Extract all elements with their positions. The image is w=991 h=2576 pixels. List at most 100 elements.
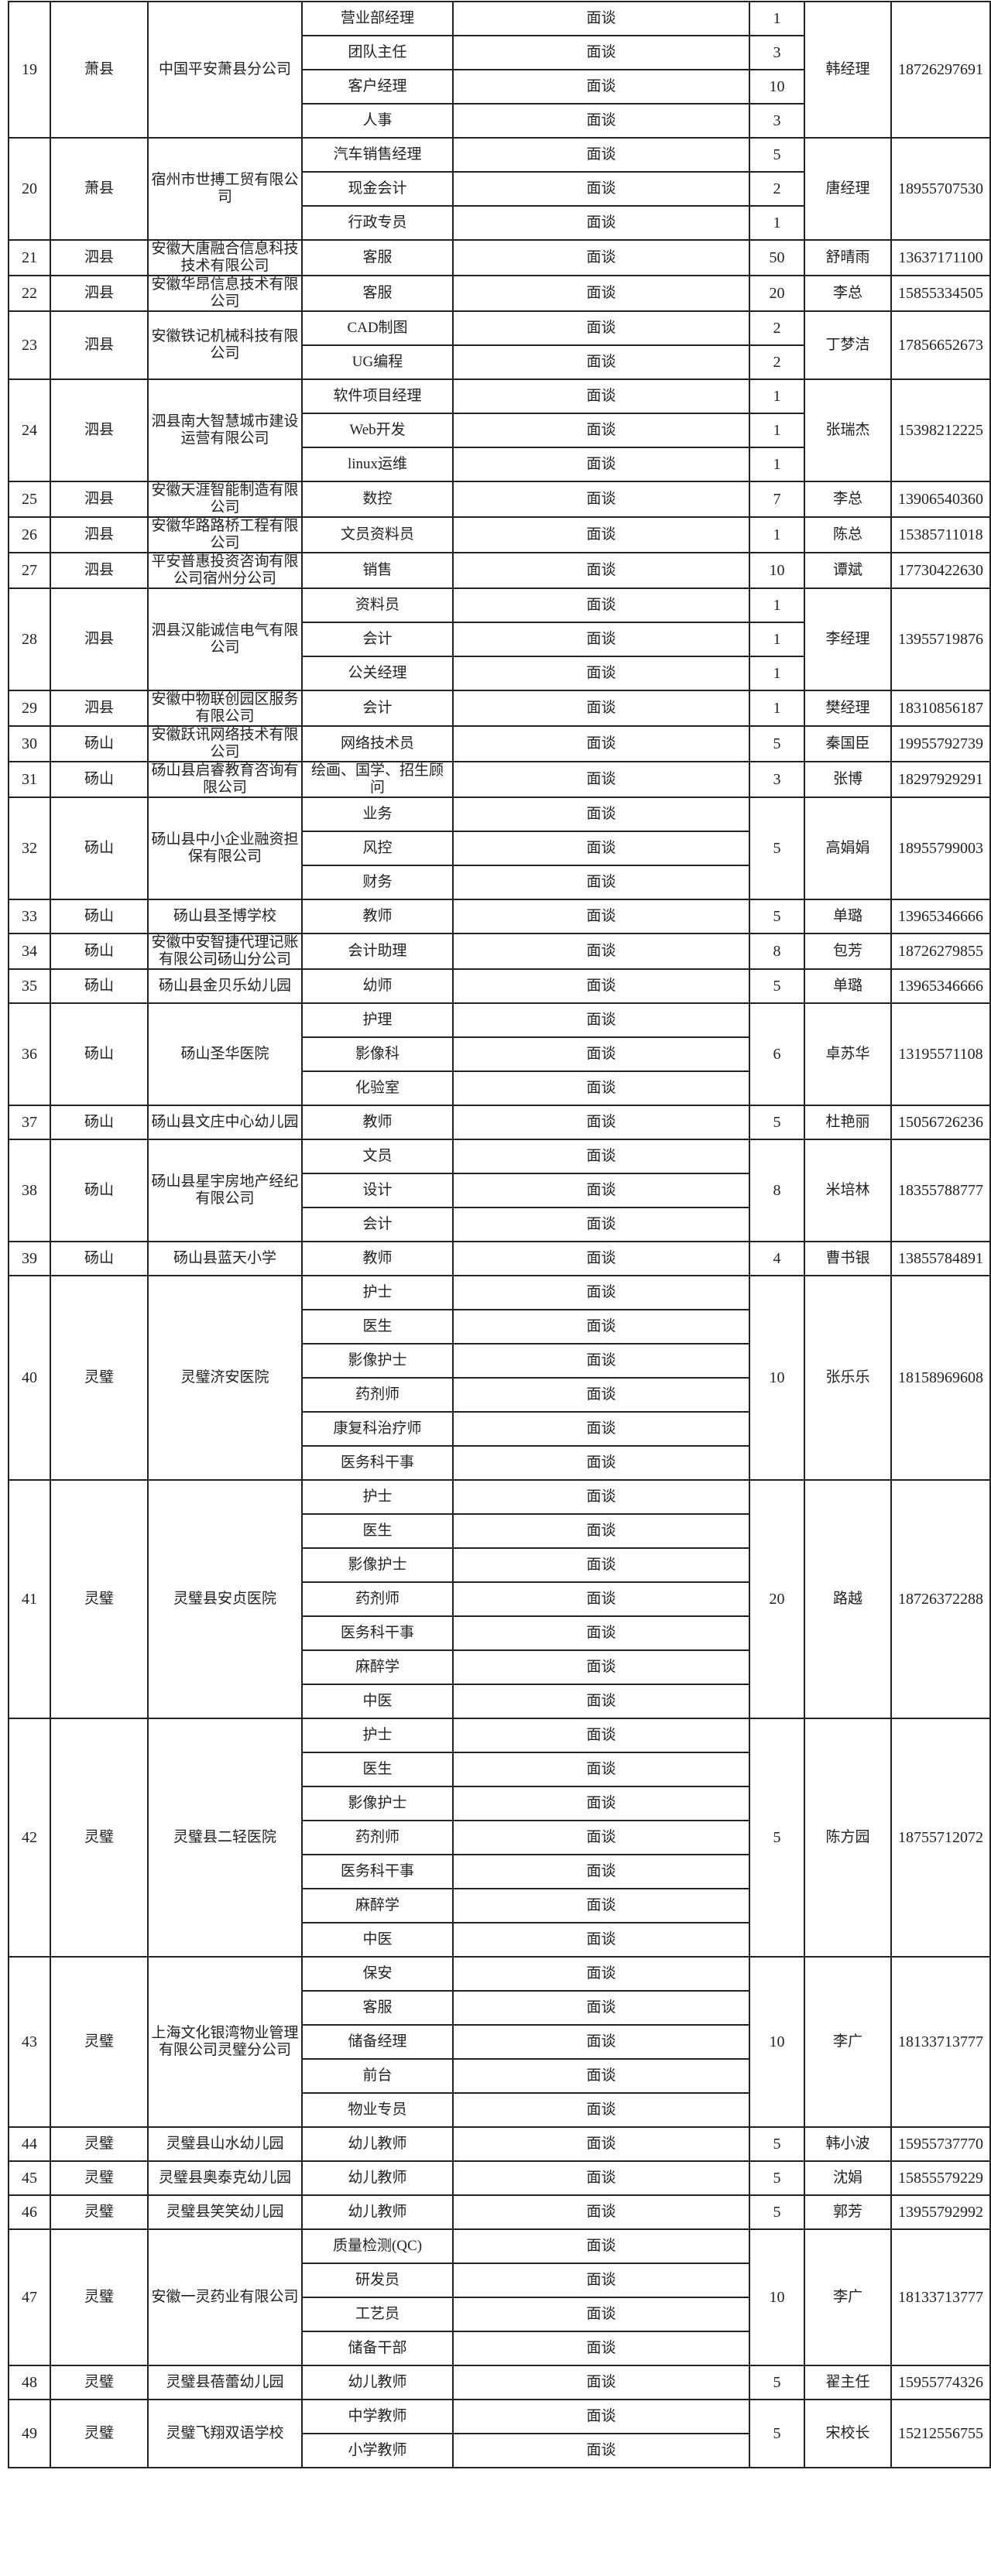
row-number: 38 bbox=[8, 1139, 51, 1242]
phone-cell: 15385711018 bbox=[890, 516, 991, 553]
phone-cell: 18310856187 bbox=[890, 690, 991, 727]
count-cell: 1 bbox=[749, 622, 805, 657]
position-cell: 医务科干事 bbox=[301, 1445, 454, 1481]
count-cell: 5 bbox=[749, 796, 805, 900]
phone-cell: 15955737770 bbox=[890, 2126, 991, 2162]
method-cell: 面谈 bbox=[452, 1718, 750, 1753]
contact-cell: 翟主任 bbox=[804, 2365, 892, 2400]
position-cell: 质量检测(QC) bbox=[301, 2228, 454, 2264]
contact-cell: 陈方园 bbox=[804, 1718, 892, 1958]
contact-cell: 宋校长 bbox=[804, 2399, 892, 2468]
table-subrow: 储备干部 面谈 bbox=[9, 2331, 990, 2366]
table-row: 42 灵璧 灵璧县二轻医院 护士 面谈 5 陈方园 18755712072 bbox=[8, 1718, 991, 1958]
position-cell: linux运维 bbox=[301, 447, 454, 482]
contact-cell: 高娟娟 bbox=[804, 796, 892, 900]
contact-cell: 包芳 bbox=[804, 933, 892, 970]
count-cell: 1 bbox=[749, 413, 805, 448]
company-cell: 砀山县星宇房地产经纪有限公司 bbox=[147, 1139, 303, 1242]
phone-cell: 15398212225 bbox=[890, 379, 991, 482]
count-cell: 5 bbox=[749, 1718, 805, 1958]
position-cell: 客服 bbox=[301, 275, 454, 312]
method-cell: 面谈 bbox=[452, 413, 750, 448]
position-cell: 会计助理 bbox=[301, 933, 454, 970]
county-cell: 砀山 bbox=[50, 968, 149, 1004]
phone-cell: 15855579229 bbox=[890, 2160, 991, 2196]
company-cell: 安徽铁记机械科技有限公司 bbox=[147, 310, 303, 380]
count-cell: 2 bbox=[749, 344, 805, 380]
method-cell: 面谈 bbox=[452, 1922, 750, 1958]
row-number: 35 bbox=[8, 968, 51, 1004]
count-cell: 5 bbox=[749, 2126, 805, 2162]
table-row: 33 砀山 砀山县圣博学校 教师 面谈 5 单璐 13965346666 bbox=[8, 899, 991, 934]
table-row: 38 砀山 砀山县星宇房地产经纪有限公司 文员 面谈 8 米培林 18355788777 bbox=[8, 1139, 991, 1242]
row-number: 39 bbox=[8, 1241, 51, 1276]
county-cell: 泗县 bbox=[50, 690, 149, 727]
contact-cell: 李广 bbox=[804, 1956, 892, 2128]
position-cell: 人事 bbox=[301, 103, 454, 139]
company-cell: 灵璧县二轻医院 bbox=[147, 1718, 303, 1958]
county-cell: 泗县 bbox=[50, 552, 149, 589]
table-row: 25 泗县 安徽天涯智能制造有限公司 数控 面谈 7 李总 13906540360 bbox=[8, 481, 991, 518]
contact-cell: 李经理 bbox=[804, 587, 892, 691]
count-cell: 20 bbox=[749, 1479, 805, 1719]
position-cell: 药剂师 bbox=[301, 1581, 454, 1617]
phone-cell: 18726372288 bbox=[890, 1479, 991, 1719]
phone-cell: 13965346666 bbox=[890, 968, 991, 1004]
company-cell: 安徽跃讯网络技术有限公司 bbox=[147, 725, 303, 762]
method-cell: 面谈 bbox=[452, 1275, 750, 1310]
contact-cell: 韩经理 bbox=[804, 1, 892, 139]
company-cell: 宿州市世搏工贸有限公司 bbox=[147, 137, 303, 241]
table-subrow: 公关经理 面谈 1 bbox=[9, 656, 990, 691]
table-subrow: 影像护士 面谈 bbox=[9, 1786, 990, 1821]
position-cell: 影像护士 bbox=[301, 1547, 454, 1583]
contact-cell: 卓苏华 bbox=[804, 1002, 892, 1106]
phone-cell: 13195571108 bbox=[890, 1002, 991, 1106]
position-cell: 幼儿教师 bbox=[301, 2365, 454, 2400]
position-cell: 教师 bbox=[301, 1241, 454, 1276]
table-subrow: 研发员 面谈 bbox=[9, 2263, 990, 2298]
position-cell: UG编程 bbox=[301, 344, 454, 380]
table-row: 30 砀山 安徽跃讯网络技术有限公司 网络技术员 面谈 5 秦国臣 19955792739 bbox=[8, 725, 991, 762]
table-row: 24 泗县 泗县南大智慧城市建设运营有限公司 软件项目经理 面谈 1 张瑞杰 15398212… bbox=[8, 379, 991, 482]
position-cell: 公关经理 bbox=[301, 656, 454, 691]
row-number: 25 bbox=[8, 481, 51, 518]
count-cell: 5 bbox=[749, 1105, 805, 1140]
county-cell: 泗县 bbox=[50, 587, 149, 691]
position-cell: 护士 bbox=[301, 1718, 454, 1753]
company-cell: 砀山县金贝乐幼儿园 bbox=[147, 968, 303, 1004]
table-subrow: UG编程 面谈 2 bbox=[9, 344, 990, 380]
company-cell: 砀山县文庄中心幼儿园 bbox=[147, 1105, 303, 1140]
method-cell: 面谈 bbox=[452, 1479, 750, 1515]
method-cell: 面谈 bbox=[452, 205, 750, 241]
county-cell: 砀山 bbox=[50, 899, 149, 934]
row-number: 36 bbox=[8, 1002, 51, 1106]
table-subrow: 影像科 面谈 bbox=[9, 1036, 990, 1072]
job-listing-table: 19 萧县 中国平安萧县分公司 营业部经理 面谈 1 韩经理 18726297691 团队主任面… bbox=[8, 1, 991, 2468]
table-row: 28 泗县 泗县汉能诚信电气有限公司 资料员 面谈 1 李经理 13955719876 bbox=[8, 587, 991, 691]
position-cell: CAD制图 bbox=[301, 310, 454, 346]
table-subrow: 化验室 面谈 bbox=[9, 1070, 990, 1106]
position-cell: 工艺员 bbox=[301, 2297, 454, 2332]
position-cell: 医生 bbox=[301, 1752, 454, 1787]
row-number: 31 bbox=[8, 761, 51, 798]
contact-cell: 曹书银 bbox=[804, 1241, 892, 1276]
count-cell: 8 bbox=[749, 933, 805, 970]
contact-cell: 沈娟 bbox=[804, 2160, 892, 2196]
position-cell: 团队主任 bbox=[301, 35, 454, 70]
company-cell: 泗县南大智慧城市建设运营有限公司 bbox=[147, 379, 303, 482]
count-cell: 5 bbox=[749, 725, 805, 762]
method-cell: 面谈 bbox=[452, 379, 750, 414]
phone-cell: 18726297691 bbox=[890, 1, 991, 139]
position-cell: 前台 bbox=[301, 2058, 454, 2094]
position-cell: 会计 bbox=[301, 690, 454, 727]
company-cell: 砀山县蓝天小学 bbox=[147, 1241, 303, 1276]
county-cell: 泗县 bbox=[50, 481, 149, 518]
table-row: 43 灵璧 上海文化银湾物业管理有限公司灵璧分公司 保安 面谈 10 李广 181337137… bbox=[8, 1956, 991, 2128]
county-cell: 灵璧 bbox=[50, 1479, 149, 1719]
count-cell: 6 bbox=[749, 1002, 805, 1106]
table-subrow: Web开发 面谈 1 bbox=[9, 413, 990, 448]
table-subrow: 会计 面谈 1 bbox=[9, 622, 990, 657]
row-number: 24 bbox=[8, 379, 51, 482]
contact-cell: 路越 bbox=[804, 1479, 892, 1719]
count-cell: 10 bbox=[749, 1275, 805, 1481]
